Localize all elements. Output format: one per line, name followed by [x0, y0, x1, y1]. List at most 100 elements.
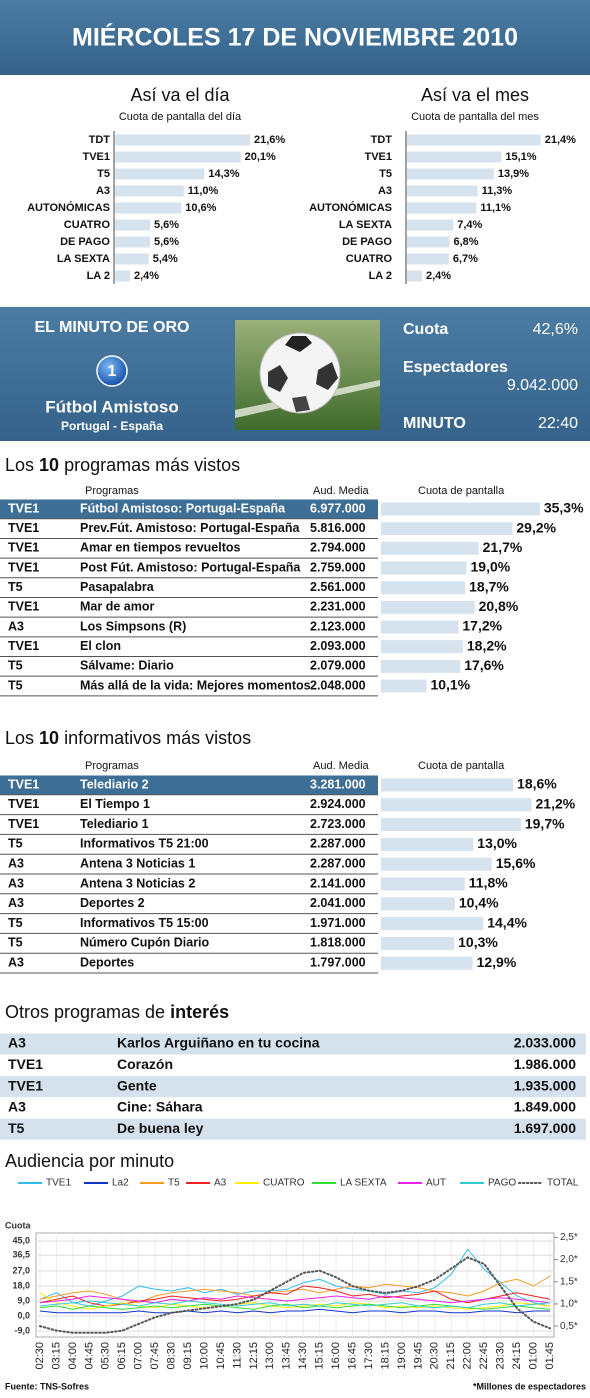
chart-title: Audiencia por minuto	[5, 1151, 174, 1171]
channel: A3	[8, 619, 24, 633]
chart-subtitle: Cuota de pantalla del mes	[411, 111, 539, 123]
program: Post Fút. Amistoso: Portugal-España	[80, 560, 301, 574]
bar	[115, 253, 149, 265]
x-tick-label: 23:30	[495, 1342, 507, 1370]
legend-label: PAGO	[488, 1178, 516, 1189]
section-title: Otros programas de interés	[5, 1002, 229, 1022]
series-line	[39, 1295, 551, 1304]
x-tick-label: 07:45	[149, 1342, 161, 1370]
audience: 1.818.000	[310, 936, 366, 950]
category-label: A3	[96, 185, 110, 197]
share-bar	[381, 778, 514, 792]
share-bar	[381, 818, 521, 832]
title-part: Los	[5, 455, 34, 475]
channel: TVE1	[8, 797, 39, 811]
channel: TVE1	[8, 521, 39, 535]
y-tick-label: 18,0	[12, 1280, 30, 1290]
source-note: Fuente: TNS-Sofres	[5, 1381, 89, 1391]
value-label: 11,3%	[482, 185, 513, 197]
value-label: 7,4%	[457, 219, 482, 231]
share-bar	[381, 877, 465, 891]
x-tick-label: 13:00	[264, 1342, 276, 1370]
value-label: 11,0%	[188, 185, 219, 197]
column-header: Programas	[85, 485, 139, 497]
audience: 1.797.000	[310, 955, 366, 969]
x-tick-label: 06:15	[116, 1342, 128, 1370]
channel: T5	[8, 580, 23, 594]
audience: 2.723.000	[310, 817, 366, 831]
share-label: Cuota	[403, 321, 448, 338]
value-label: 5,6%	[154, 236, 179, 248]
x-tick-label: 22:45	[478, 1342, 490, 1370]
minute-label: MINUTO	[403, 415, 466, 432]
legend-label: CUATRO	[263, 1178, 305, 1189]
share-bar	[381, 600, 475, 614]
bar	[407, 134, 541, 146]
column-header: Aud. Media	[313, 760, 370, 772]
share-label: 17,2%	[462, 618, 502, 634]
channel: TVE1	[8, 600, 39, 614]
category-label: LA 2	[87, 270, 110, 282]
program: Karlos Arguiñano en tu cocina	[117, 1035, 320, 1051]
x-tick-label: 16:45	[346, 1342, 358, 1370]
bar	[407, 185, 478, 197]
bar	[407, 151, 502, 163]
x-tick-label: 05:30	[100, 1342, 112, 1370]
footnote: *Millones de espectadores	[473, 1381, 586, 1391]
minute-value: 22:40	[538, 415, 578, 432]
bar	[115, 168, 205, 180]
program: Telediario 2	[80, 777, 149, 791]
channel: TVE1	[8, 817, 39, 831]
photo	[235, 320, 380, 430]
share-bar	[381, 897, 455, 911]
section-title: Los 10 programas más vistos	[5, 455, 240, 475]
share-label: 35,3%	[544, 500, 584, 516]
column-header: Cuota de pantalla	[418, 760, 505, 772]
legend-label: TOTAL	[547, 1178, 579, 1189]
x-tick-label: 01:45	[544, 1342, 556, 1370]
title-part: informativos más vistos	[64, 728, 251, 748]
program: El clon	[80, 639, 121, 653]
match-name: Portugal - España	[61, 419, 163, 433]
category-label: T5	[379, 168, 392, 180]
program: Cine: Sáhara	[117, 1099, 203, 1115]
share-bar	[381, 917, 484, 931]
audience: 2.561.000	[310, 580, 366, 594]
audience: 2.041.000	[310, 896, 366, 910]
share-bar	[381, 837, 474, 851]
x-tick-label: 19:45	[412, 1342, 424, 1370]
title-part: Otros programas de	[5, 1002, 165, 1022]
audience: 1.986.000	[514, 1056, 576, 1072]
share-label: 21,7%	[483, 539, 523, 555]
channel: TVE1	[8, 501, 39, 515]
value-label: 13,9%	[498, 168, 529, 180]
x-tick-label: 17:30	[363, 1342, 375, 1370]
category-label: CUATRO	[346, 253, 393, 265]
bar	[115, 151, 241, 163]
share-bar	[381, 522, 513, 536]
audience: 2.287.000	[310, 856, 366, 870]
share-label: 20,8%	[479, 598, 519, 614]
program: Gente	[117, 1077, 157, 1093]
row-band	[0, 1076, 586, 1098]
value-label: 5,4%	[153, 253, 178, 265]
column-header: Programas	[85, 760, 139, 772]
page-title: MIÉRCOLES 17 DE NOVIEMBRE 2010	[72, 23, 518, 52]
value-label: 20,1%	[245, 151, 276, 163]
legend-label: T5	[168, 1178, 180, 1189]
header-bar	[0, 0, 590, 75]
bar	[407, 168, 494, 180]
y2-tick-label: 1,5*	[560, 1276, 578, 1287]
share-label: 21,2%	[536, 796, 576, 812]
value-label: 2,4%	[134, 270, 159, 282]
program: Amar en tiempos revueltos	[80, 541, 241, 555]
x-tick-label: 11:30	[231, 1342, 243, 1369]
channel: A3	[8, 856, 24, 870]
x-tick-label: 20:30	[429, 1342, 441, 1370]
share-bar	[381, 561, 467, 575]
share-label: 18,2%	[467, 637, 507, 653]
audience: 2.033.000	[514, 1035, 576, 1051]
x-tick-label: 10:00	[198, 1342, 210, 1370]
series-line	[39, 1300, 551, 1309]
share-label: 14,4%	[487, 914, 527, 930]
